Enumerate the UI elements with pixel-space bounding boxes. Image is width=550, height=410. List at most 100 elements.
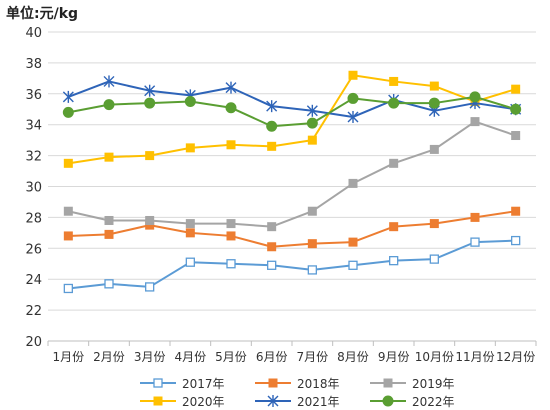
data-point-marker	[511, 131, 521, 141]
series-4	[63, 70, 521, 168]
x-tick-label: 3月份	[134, 350, 166, 364]
y-tick-label: 40	[25, 26, 42, 41]
data-point-marker	[347, 92, 359, 104]
data-point-marker	[469, 91, 481, 103]
data-point-marker	[104, 229, 114, 239]
data-point-marker	[348, 178, 358, 188]
data-point-marker	[145, 215, 155, 225]
data-point-marker	[226, 259, 236, 269]
legend-label: 2022年	[412, 395, 455, 409]
x-tick-label: 4月份	[175, 350, 207, 364]
data-point-marker	[429, 254, 439, 264]
x-tick-label: 7月份	[297, 350, 329, 364]
data-point-marker	[104, 279, 114, 289]
legend-label: 2017年	[182, 377, 225, 391]
grid-lines	[48, 31, 536, 342]
data-point-marker	[225, 81, 237, 94]
series-2	[63, 206, 521, 252]
data-point-marker	[104, 152, 114, 162]
data-point-marker	[382, 395, 394, 407]
x-tick-label: 8月份	[337, 350, 369, 364]
data-point-marker	[307, 206, 317, 216]
x-tick-label: 10月份	[415, 350, 454, 364]
data-point-marker	[429, 144, 439, 154]
legend: 2017年 2018年 2019年 2020年 2021年 2022年	[140, 377, 455, 409]
data-point-marker	[145, 151, 155, 161]
data-point-marker	[307, 265, 317, 275]
data-point-marker	[267, 260, 277, 270]
data-point-marker	[389, 76, 399, 86]
data-point-marker	[470, 212, 480, 222]
data-point-marker	[185, 257, 195, 267]
data-point-marker	[266, 100, 278, 113]
x-tick-label: 11月份	[455, 350, 494, 364]
data-point-marker	[144, 97, 156, 109]
legend-label: 2019年	[412, 377, 455, 391]
data-point-marker	[470, 117, 480, 127]
data-point-marker	[185, 228, 195, 238]
x-tick-label: 12月份	[496, 350, 535, 364]
data-point-marker	[226, 140, 236, 150]
data-point-marker	[267, 242, 277, 252]
data-point-marker	[429, 219, 439, 229]
series-lines	[62, 70, 522, 294]
data-point-marker	[267, 141, 277, 151]
series-5	[62, 75, 522, 123]
data-point-marker	[103, 75, 115, 88]
legend-label: 2020年	[182, 395, 225, 409]
axes: 20 22 24 26 28 30 32 34 36 38 40 1月份 2月份 3月份 4月份 5月份 6月份…	[25, 26, 537, 364]
data-point-marker	[185, 219, 195, 229]
y-tick-label: 22	[25, 304, 42, 319]
y-tick-label: 28	[25, 211, 42, 226]
data-point-marker	[511, 84, 521, 94]
data-point-marker	[511, 235, 521, 246]
y-tick-label: 32	[25, 150, 42, 165]
data-point-marker	[347, 110, 359, 123]
data-point-marker	[63, 283, 73, 294]
series-line	[68, 95, 516, 128]
data-point-marker	[266, 120, 278, 132]
y-tick-label: 36	[25, 88, 42, 103]
series-line	[67, 80, 516, 118]
data-point-marker	[511, 206, 521, 216]
legend-label: 2018年	[297, 377, 340, 391]
data-point-marker	[388, 97, 400, 109]
data-point-marker	[63, 158, 73, 168]
data-point-marker	[429, 81, 439, 91]
data-point-marker	[225, 102, 237, 114]
data-point-marker	[383, 378, 393, 388]
data-point-marker	[226, 231, 236, 241]
data-point-marker	[307, 135, 317, 145]
data-point-marker	[103, 99, 115, 111]
y-tick-label: 24	[25, 273, 42, 288]
legend-item: 2017年	[140, 377, 225, 391]
data-point-marker	[348, 70, 358, 80]
data-point-marker	[306, 104, 318, 117]
legend-item: 2019年	[370, 377, 455, 391]
series-line	[68, 120, 516, 228]
y-tick-label: 38	[25, 57, 42, 72]
legend-item: 2021年	[255, 395, 340, 409]
data-point-marker	[306, 117, 318, 129]
data-point-marker	[185, 143, 195, 153]
x-tick-label: 2月份	[93, 350, 125, 364]
series-line	[68, 74, 516, 165]
data-point-marker	[62, 90, 74, 103]
data-point-marker	[389, 222, 399, 232]
data-point-marker	[153, 378, 163, 388]
legend-item: 2020年	[140, 395, 225, 409]
data-point-marker	[63, 231, 73, 241]
x-tick-label: 9月份	[378, 350, 410, 364]
data-point-marker	[144, 84, 156, 97]
data-point-marker	[153, 396, 163, 406]
data-point-marker	[348, 260, 358, 270]
x-tick-label: 5月份	[215, 350, 247, 364]
y-tick-label: 20	[25, 335, 42, 350]
data-point-marker	[348, 237, 358, 247]
data-point-marker	[63, 206, 73, 216]
data-point-marker	[267, 222, 277, 232]
data-point-marker	[145, 282, 155, 292]
data-point-marker	[267, 395, 279, 407]
